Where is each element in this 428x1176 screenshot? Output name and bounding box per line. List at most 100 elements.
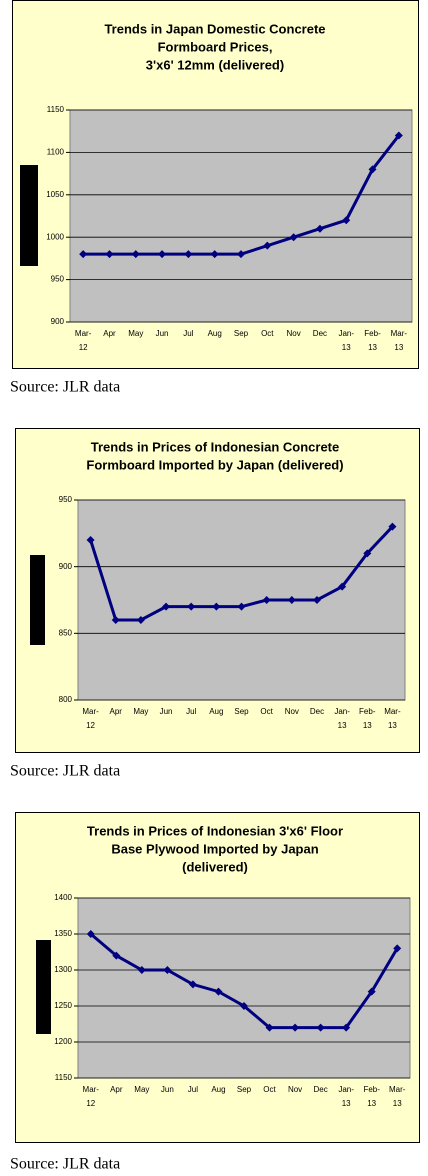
x-tick-label: Nov	[288, 1085, 302, 1094]
data-point	[131, 250, 140, 259]
data-point	[342, 216, 351, 225]
x-tick-label: Jan-13	[334, 707, 350, 730]
x-tick-label: Mar-13	[384, 707, 401, 730]
data-point	[86, 536, 95, 544]
data-point	[342, 1023, 351, 1032]
y-tick-label: 900	[59, 562, 73, 571]
data-point	[338, 582, 347, 591]
chart-title: Trends in Prices of Indonesian Concrete	[91, 439, 340, 454]
x-tick-label: May	[133, 707, 148, 716]
chart-title: Formboard Imported by Japan (delivered)	[86, 457, 343, 472]
x-tick-label: Jul	[188, 1085, 198, 1094]
data-point	[111, 616, 120, 624]
x-tick-label: Jul	[183, 329, 193, 338]
x-tick-label: Aug	[209, 707, 223, 716]
data-point	[162, 602, 171, 611]
x-tick-label: Sep	[234, 707, 249, 716]
x-tick-label: May	[134, 1085, 149, 1094]
plot-area	[69, 109, 413, 323]
data-point	[188, 980, 197, 989]
data-point	[86, 930, 95, 938]
y-tick-label: 1400	[54, 893, 72, 902]
x-tick-label: Mar-12	[83, 1085, 100, 1108]
y-tick-label: 900	[51, 317, 65, 326]
plot-area	[77, 499, 406, 701]
y-tick-label: 1200	[54, 1037, 72, 1046]
x-tick-label: Jan-13	[338, 1085, 354, 1108]
data-point	[187, 602, 196, 611]
data-point	[237, 250, 245, 259]
x-tick-label: Mar-12	[75, 329, 92, 352]
x-tick-label: Oct	[263, 1085, 276, 1094]
redaction-bar	[36, 940, 51, 1034]
chart-title: Trends in Prices of Indonesian 3'x6' Flo…	[87, 823, 343, 838]
data-point	[388, 522, 397, 531]
source-note: Source: JLR data	[10, 1156, 120, 1173]
x-tick-label: Jun	[156, 329, 169, 338]
data-point	[184, 250, 193, 259]
x-tick-label: Feb-13	[359, 707, 376, 730]
x-tick-label: Dec	[313, 329, 327, 338]
y-tick-label: 950	[59, 495, 73, 504]
x-tick-label: Aug	[208, 329, 222, 338]
data-point	[316, 1023, 325, 1032]
data-point	[312, 596, 321, 604]
data-point	[315, 224, 324, 233]
x-tick-label: Oct	[261, 329, 274, 338]
data-point	[136, 616, 145, 624]
data-point	[210, 250, 219, 259]
x-tick-label: Mar-13	[389, 1085, 406, 1108]
data-point	[368, 165, 377, 174]
y-tick-label: 950	[51, 275, 65, 284]
x-tick-label: Oct	[260, 707, 273, 716]
x-tick-label: May	[128, 329, 143, 338]
x-tick-label: Dec	[313, 1085, 327, 1094]
data-point	[105, 250, 114, 259]
x-tick-label: Nov	[286, 329, 300, 338]
data-point	[289, 233, 298, 242]
y-tick-label: 1300	[54, 965, 72, 974]
x-tick-label: Aug	[211, 1085, 225, 1094]
x-tick-label: Jul	[186, 707, 196, 716]
redaction-bar	[30, 555, 45, 645]
data-point	[112, 951, 121, 960]
y-tick-label: 1100	[47, 148, 65, 157]
y-tick-label: 850	[59, 628, 73, 637]
x-tick-label: Feb-13	[363, 1085, 380, 1108]
y-tick-label: 800	[59, 695, 73, 704]
data-point	[393, 944, 402, 953]
data-point	[240, 1002, 248, 1010]
data-point	[79, 250, 88, 259]
data-point	[262, 596, 271, 604]
plot-area	[77, 897, 411, 1079]
y-tick-label: 1250	[54, 1001, 72, 1010]
y-tick-label: 1350	[54, 929, 72, 938]
data-point	[212, 602, 221, 611]
x-tick-label: Apr	[110, 1085, 123, 1094]
chart-title: Formboard Prices,	[158, 39, 273, 54]
data-point	[237, 602, 246, 611]
x-tick-label: Feb-13	[364, 329, 381, 352]
source-note: Source: JLR data	[10, 763, 120, 780]
data-point	[367, 987, 376, 996]
x-tick-label: Sep	[237, 1085, 252, 1094]
data-point	[394, 131, 403, 140]
data-point	[158, 250, 167, 259]
data-point	[214, 987, 223, 996]
x-tick-label: Sep	[234, 329, 249, 338]
x-tick-label: Apr	[110, 707, 123, 716]
data-point	[291, 1023, 300, 1032]
data-point	[137, 966, 146, 974]
data-point	[263, 241, 272, 250]
y-tick-label: 1050	[46, 190, 64, 199]
x-tick-label: Jun	[160, 707, 173, 716]
x-tick-label: Nov	[285, 707, 299, 716]
redaction-bar	[20, 165, 38, 266]
data-point	[163, 966, 172, 974]
x-tick-label: Jun	[161, 1085, 174, 1094]
source-note: Source: JLR data	[10, 379, 120, 396]
x-tick-label: Mar-12	[82, 707, 99, 730]
data-point	[363, 549, 372, 558]
x-tick-label: Jan-13	[338, 329, 354, 352]
data-point	[265, 1023, 274, 1032]
